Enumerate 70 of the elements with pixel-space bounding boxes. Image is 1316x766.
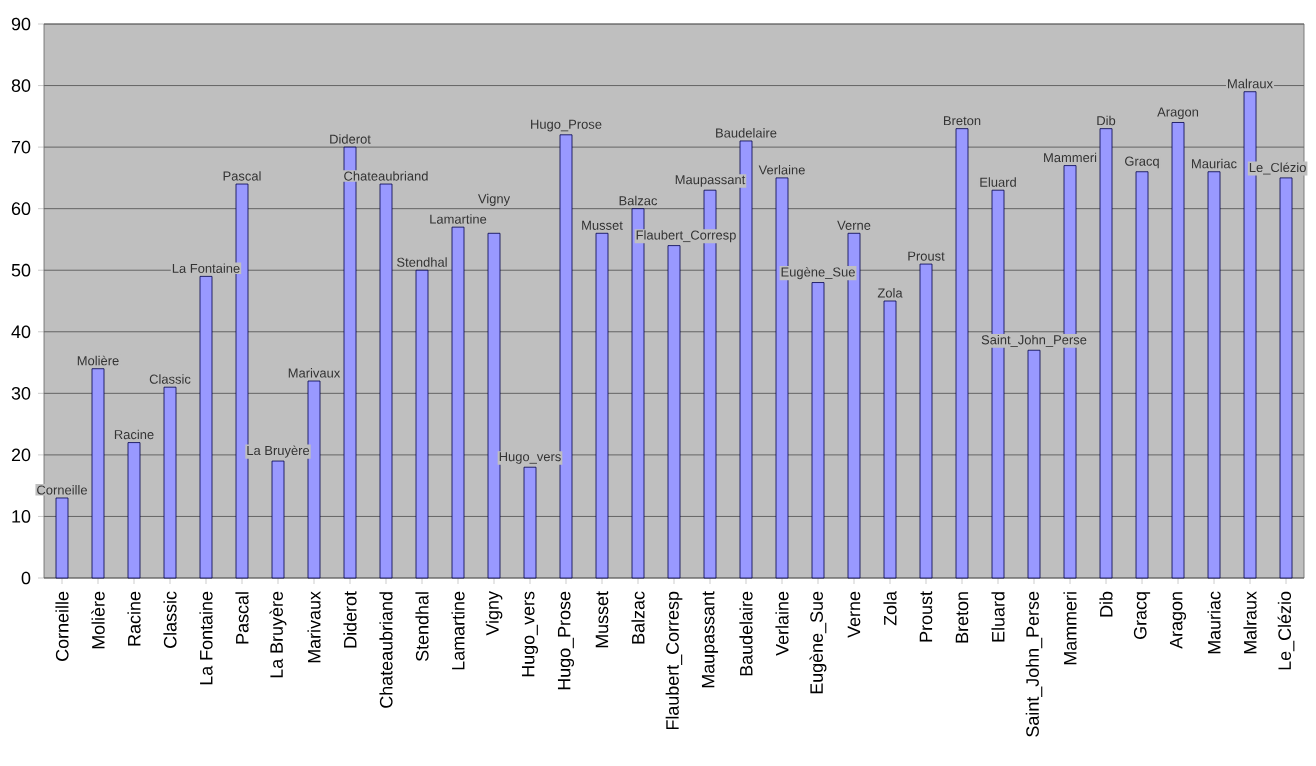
bar [127, 442, 141, 579]
bar [1279, 177, 1293, 579]
bar [487, 232, 501, 579]
x-tick-label: Chateaubriand [379, 592, 393, 708]
x-tick-label: Diderot [343, 591, 357, 648]
bar [91, 368, 105, 579]
x-tick-label: Zola [883, 591, 897, 626]
bar [415, 269, 429, 579]
y-tick-label: 50 [11, 263, 31, 277]
x-tick-label: Maupassant [701, 591, 719, 688]
x-tick-label: Gracq [1133, 592, 1151, 639]
bar [1099, 128, 1113, 579]
bar [199, 275, 213, 579]
y-tick-label: 30 [11, 386, 31, 400]
x-tick-label: Classic [163, 591, 177, 648]
y-tick-label: 90 [11, 17, 31, 31]
bar [271, 460, 285, 579]
x-tick-label: Aragon [1169, 592, 1187, 649]
bar [1171, 122, 1185, 579]
bar [1027, 349, 1041, 579]
y-tick-label: 10 [12, 510, 31, 523]
x-tick-label: Musset [595, 591, 609, 648]
y-tick-label: 0 [21, 571, 31, 585]
x-tick-label: Molière [91, 591, 105, 649]
bar [667, 245, 681, 579]
x-tick-label: Verne [847, 591, 861, 638]
x-tick-label: Flaubert_Corresp [665, 591, 683, 730]
x-tick-label: Hugo_Prose [557, 591, 575, 690]
bar [811, 282, 825, 579]
x-tick-label: Lamartine [451, 591, 465, 670]
x-tick-label: Mammeri [1063, 592, 1077, 665]
x-tick-label: Malraux [1243, 591, 1257, 654]
x-tick-label: Proust [919, 591, 933, 642]
x-tick-label: Balzac [631, 591, 645, 644]
bar [55, 497, 69, 579]
x-tick-label: La Fontaine [199, 591, 213, 685]
bar [307, 380, 321, 579]
bar [919, 263, 933, 579]
bar [1135, 171, 1149, 579]
x-tick-label: Marivaux [307, 591, 321, 663]
bar [379, 183, 393, 579]
x-tick-label: Dib [1099, 591, 1113, 617]
y-tick-label: 80 [11, 79, 31, 92]
x-tick-label: Pascal [235, 592, 249, 644]
x-tick-label: Baudelaire [739, 591, 753, 676]
bar [163, 386, 177, 579]
bar [883, 300, 897, 579]
bar [595, 232, 609, 579]
x-tick-label: Breton [955, 592, 969, 643]
x-tick-label: Corneille [55, 591, 69, 661]
x-tick-label: Hugo_vers [521, 591, 539, 677]
y-tick-label: 60 [11, 202, 31, 216]
bar [1207, 171, 1221, 579]
bar [451, 226, 465, 579]
x-tick-label: Verlaine [775, 591, 789, 656]
x-tick-label: La Bruyère [269, 591, 287, 678]
bar [955, 128, 969, 579]
y-tick-label: 40 [11, 325, 31, 339]
y-tick-label: 70 [11, 140, 31, 154]
x-tick-label: Racine [127, 591, 141, 646]
bar [523, 466, 537, 579]
x-tick-label: Eugène_Sue [809, 591, 827, 694]
y-tick-label: 20 [11, 448, 31, 462]
x-tick-label: Saint_John_Perse [1025, 591, 1043, 737]
bar [559, 134, 573, 579]
x-tick-label: Stendhal [415, 592, 429, 662]
x-tick-label: Le_Clézio [1277, 591, 1295, 670]
x-tick-label: Eluard [991, 592, 1005, 642]
x-tick-label: Mauriac [1207, 591, 1221, 654]
x-tick-label: Vigny [485, 591, 503, 636]
